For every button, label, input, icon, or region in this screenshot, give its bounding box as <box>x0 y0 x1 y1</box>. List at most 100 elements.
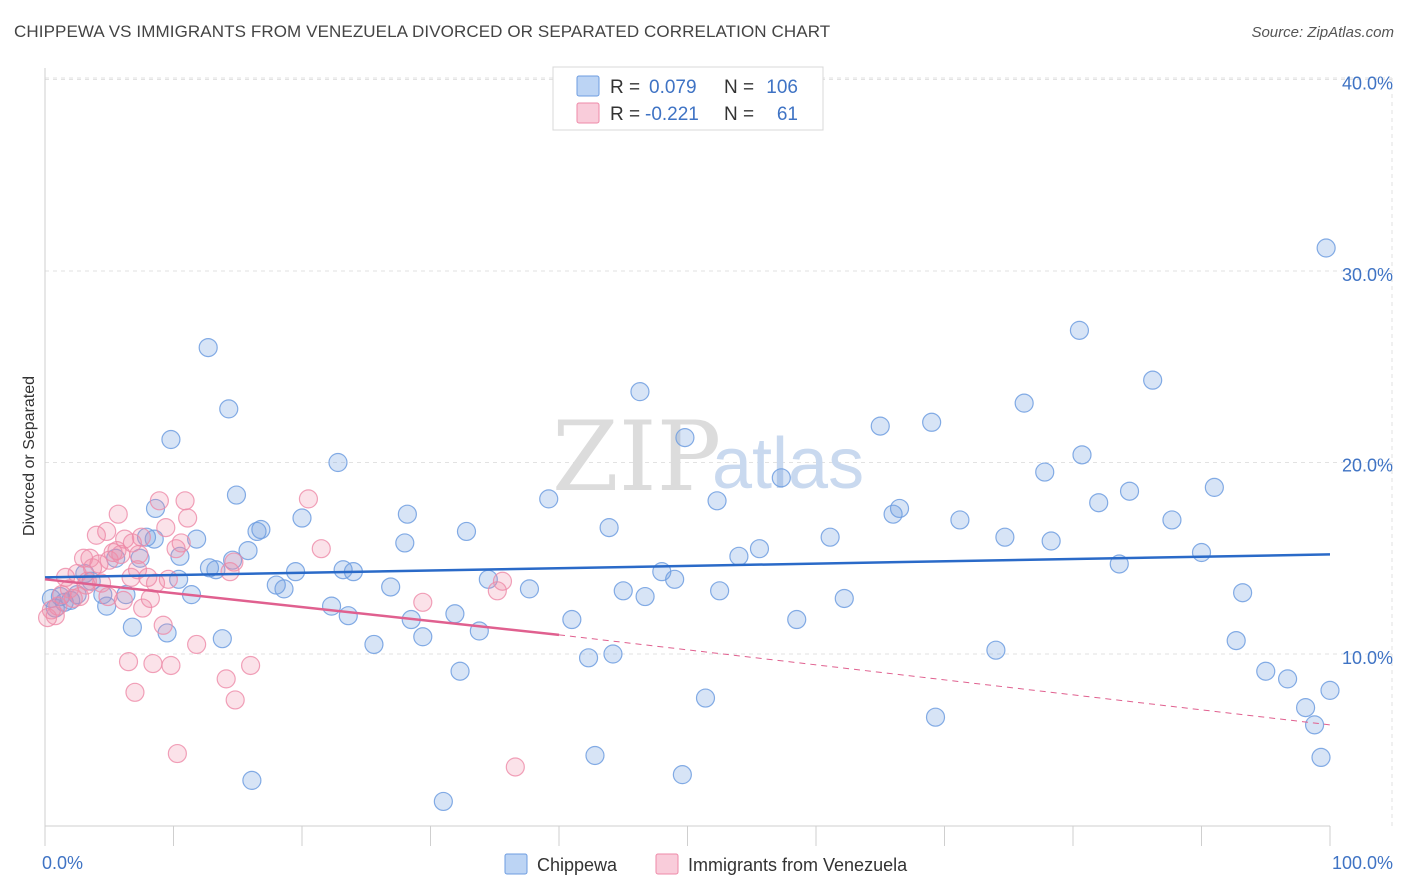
chippewa-point-33 <box>251 519 271 540</box>
chippewa-point-104 <box>1316 238 1336 258</box>
venezuela-point-55 <box>298 489 319 509</box>
chippewa-point-84 <box>986 640 1006 660</box>
chippewa-point-64 <box>635 586 655 607</box>
chippewa-point-55 <box>519 579 540 599</box>
chippewa-point-105 <box>1311 747 1331 768</box>
venezuela-point-16 <box>89 554 109 574</box>
series-chippewa-points <box>41 238 1340 812</box>
venezuela-point-19 <box>98 586 118 607</box>
venezuela-point-58 <box>487 581 507 601</box>
x-tick-labels: 0.0% 100.0% <box>42 853 1393 873</box>
chippewa-point-101 <box>1277 669 1298 689</box>
chippewa-point-82 <box>925 707 946 727</box>
venezuela-point-53 <box>225 690 245 710</box>
chart-title: CHIPPEWA VS IMMIGRANTS FROM VENEZUELA DI… <box>14 22 831 41</box>
x-tick-label-0: 0.0% <box>42 853 83 873</box>
chippewa-point-26 <box>212 629 232 649</box>
bottom-legend-swatch-venezuela <box>655 853 679 875</box>
bottom-legend-chippewa: Chippewa <box>537 855 618 875</box>
venezuela-point-40 <box>153 615 173 635</box>
chippewa-point-23 <box>198 338 218 358</box>
chippewa-point-51 <box>450 661 470 681</box>
venezuela-point-15 <box>86 525 107 545</box>
venezuela-trendline-extension <box>558 634 1331 726</box>
chippewa-point-37 <box>292 508 312 528</box>
chippewa-point-62 <box>613 581 633 601</box>
venezuela-point-3 <box>48 596 68 616</box>
chippewa-point-76 <box>820 527 840 547</box>
chippewa-point-66 <box>665 569 685 589</box>
y-tick-label-3: 40.0% <box>1342 74 1393 94</box>
venezuela-point-30 <box>125 682 145 702</box>
venezuela-point-51 <box>220 562 240 582</box>
chippewa-point-58 <box>578 648 599 668</box>
chippewa-point-57 <box>562 609 582 630</box>
legend-r-label-chippewa: R = <box>610 77 640 98</box>
venezuela-point-42 <box>158 569 178 589</box>
venezuela-point-23 <box>108 504 128 524</box>
venezuela-point-37 <box>143 653 163 674</box>
venezuela-point-43 <box>161 655 181 676</box>
chippewa-point-98 <box>1226 630 1246 651</box>
venezuela-point-59 <box>492 571 513 591</box>
chippewa-point-56 <box>539 489 559 509</box>
y-tick-labels: 10.0% 20.0% 30.0% 40.0% <box>1342 74 1393 669</box>
chippewa-point-14 <box>136 527 157 547</box>
chippewa-point-91 <box>1089 493 1109 513</box>
chippewa-point-52 <box>456 521 477 542</box>
chippewa-point-96 <box>1191 542 1212 563</box>
chippewa-point-106 <box>1320 680 1340 700</box>
legend-swatch-venezuela <box>576 102 600 124</box>
venezuela-point-27 <box>118 652 139 672</box>
chippewa-point-85 <box>995 527 1015 547</box>
legend-n-value-chippewa: 106 <box>766 77 798 98</box>
chippewa-point-38 <box>321 596 342 616</box>
watermark-zip: ZIP <box>552 401 721 513</box>
legend-n-label-chippewa: N = <box>724 77 754 98</box>
chippewa-point-73 <box>749 539 770 559</box>
series-venezuela-points <box>37 489 525 777</box>
chippewa-point-93 <box>1119 481 1140 501</box>
chippewa-point-103 <box>1304 715 1325 735</box>
chippewa-point-50 <box>445 604 465 624</box>
chippewa-point-70 <box>707 491 727 511</box>
watermark: ZIP atlas <box>552 401 864 513</box>
watermark-atlas: atlas <box>712 424 864 504</box>
venezuela-trendline <box>44 578 560 637</box>
chippewa-point-45 <box>395 533 415 553</box>
chippewa-trendline <box>44 553 1331 579</box>
chippewa-point-68 <box>675 428 695 448</box>
venezuela-point-9 <box>70 586 90 607</box>
venezuela-point-22 <box>107 540 127 561</box>
chippewa-point-99 <box>1233 583 1253 603</box>
chippewa-point-18 <box>161 429 181 450</box>
y-tick-label-0: 10.0% <box>1342 648 1393 668</box>
chippewa-point-97 <box>1204 477 1224 497</box>
trendlines <box>44 553 1331 726</box>
venezuela-point-46 <box>171 533 191 553</box>
chippewa-point-31 <box>242 770 262 790</box>
axes <box>44 68 1331 846</box>
chippewa-point-88 <box>1041 531 1061 551</box>
chippewa-point-9 <box>97 596 117 616</box>
chippewa-point-41 <box>338 606 358 626</box>
venezuela-point-54 <box>241 655 261 676</box>
chippewa-point-39 <box>328 452 348 473</box>
chippewa-point-100 <box>1256 661 1276 681</box>
chippewa-point-81 <box>922 412 942 432</box>
chippewa-point-71 <box>710 581 730 601</box>
legend-swatch-chippewa <box>576 75 600 97</box>
chippewa-point-69 <box>695 688 716 708</box>
venezuela-point-39 <box>149 491 169 511</box>
chippewa-point-35 <box>274 579 294 599</box>
chippewa-point-95 <box>1162 510 1182 530</box>
venezuela-point-34 <box>133 598 153 618</box>
venezuela-point-35 <box>138 567 158 588</box>
venezuela-point-33 <box>131 527 151 547</box>
chippewa-point-89 <box>1069 320 1090 340</box>
y-axis-label: Divorced or Separated <box>21 376 38 536</box>
venezuela-point-45 <box>167 743 187 764</box>
chippewa-point-87 <box>1035 462 1055 482</box>
bottom-legend: Chippewa Immigrants from Venezuela <box>504 853 908 875</box>
